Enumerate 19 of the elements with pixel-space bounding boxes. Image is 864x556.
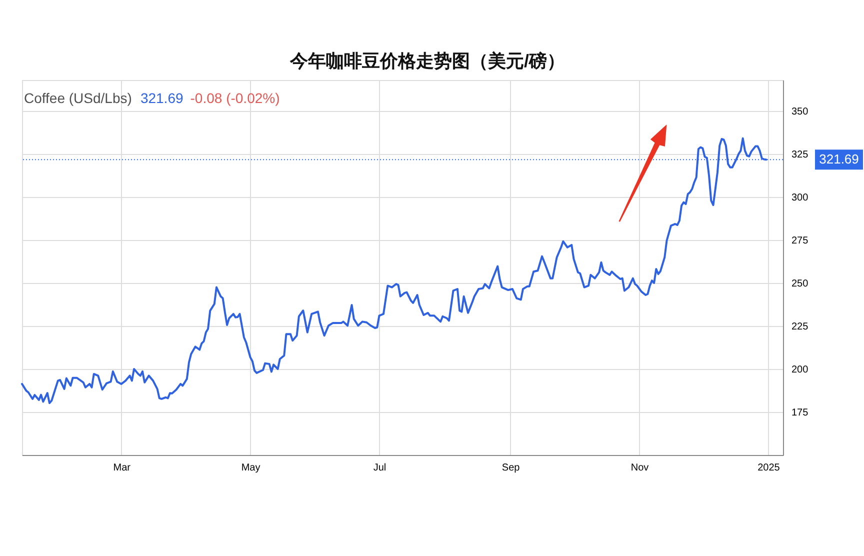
x-tick-label: Nov <box>630 462 649 474</box>
y-tick-label: 350 <box>792 106 809 118</box>
annotation: Coffee (USd/Lbs) <box>24 90 132 106</box>
y-tick-label: 275 <box>792 235 809 246</box>
annotation: -0.08 (-0.02%) <box>190 90 280 106</box>
y-tick-label: 250 <box>792 278 809 290</box>
x-tick-label: Mar <box>113 462 132 474</box>
ref-line-label: 321.69 <box>819 152 859 167</box>
y-tick-label: 300 <box>792 192 809 204</box>
x-tick-label: May <box>241 462 260 474</box>
chart-title: 今年咖啡豆价格走势图（美元/磅） <box>288 51 566 71</box>
y-tick-label: 200 <box>792 364 809 376</box>
y-tick-label: 325 <box>792 149 809 160</box>
x-tick-label: Sep <box>502 462 520 474</box>
y-tick-label: 175 <box>792 407 809 418</box>
annotation: 321.69 <box>140 90 184 106</box>
x-tick-label: 2025 <box>758 462 780 474</box>
x-tick-label: Jul <box>373 462 386 474</box>
y-tick-label: 225 <box>792 321 809 332</box>
